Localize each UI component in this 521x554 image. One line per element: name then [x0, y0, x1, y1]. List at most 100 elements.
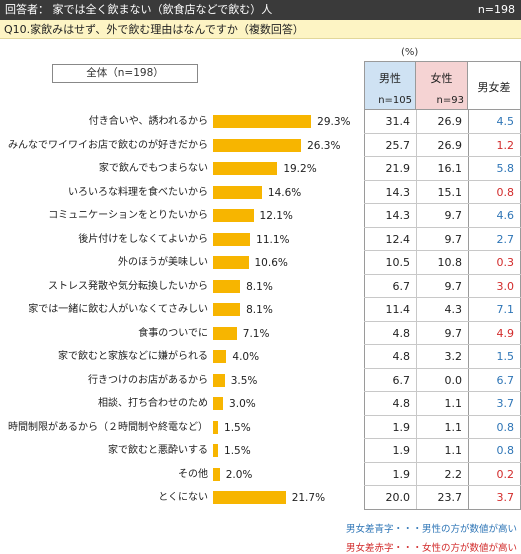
table-row: 4.8 3.2 1.5 [364, 345, 521, 369]
female-n: n=93 [436, 95, 464, 106]
male-label: 男性 [379, 72, 401, 85]
diff-value: 4.9 [468, 321, 521, 344]
female-value: 9.7 [416, 274, 468, 297]
category-label: コミュニケーションをとりたいから [48, 210, 208, 221]
male-value: 4.8 [364, 392, 416, 415]
female-value: 1.1 [416, 392, 468, 415]
female-value: 9.7 [416, 204, 468, 227]
value-label: 14.6% [267, 186, 302, 199]
value-label: 1.5% [224, 421, 251, 434]
bar [213, 138, 302, 152]
bar [213, 185, 262, 199]
bar [213, 373, 225, 387]
male-value: 21.9 [364, 157, 416, 180]
diff-label: 男女差 [477, 81, 511, 94]
male-value: 4.8 [364, 321, 416, 344]
bar [213, 279, 241, 293]
diff-header: 男女差 [468, 61, 521, 110]
value-label: 29.3% [317, 116, 351, 128]
table-row: 14.3 9.7 4.6 [364, 204, 521, 228]
diff-value: 4.6 [468, 204, 521, 227]
female-value: 15.1 [416, 180, 468, 203]
question-text: Q10.家飲みはせず、外で飲む理由はなんですか（複数回答） [0, 20, 521, 39]
male-value: 31.4 [364, 110, 416, 133]
diff-value: 6.7 [468, 368, 521, 391]
female-value: 16.1 [416, 157, 468, 180]
table-row: 31.4 26.9 4.5 [364, 110, 521, 134]
value-label: 19.2% [283, 163, 317, 175]
female-value: 4.3 [416, 298, 468, 321]
male-value: 12.4 [364, 227, 416, 250]
bar [213, 397, 224, 410]
table-row: 25.7 26.9 1.2 [364, 133, 521, 157]
value-label: 26.3% [307, 139, 341, 152]
female-value: 3.2 [416, 345, 468, 368]
value-label: 3.5% [230, 374, 258, 387]
category-label: みんなでワイワイお店で飲むのが好きだから [8, 139, 208, 151]
percent-unit: (%) [401, 47, 419, 58]
bar [213, 350, 227, 363]
legend-red-note: 男女差赤字・・・女性の方が数値が高い [345, 543, 517, 554]
value-label: 3.0% [229, 398, 256, 410]
female-value: 23.7 [416, 486, 468, 509]
value-label: 4.0% [232, 351, 260, 363]
male-value: 20.0 [364, 486, 416, 509]
category-label: 時間制限があるから（２時間制や終電など） [8, 421, 208, 433]
value-label: 8.1% [246, 280, 273, 293]
male-value: 1.9 [364, 462, 416, 485]
bar [213, 491, 286, 504]
bar [213, 326, 237, 340]
category-label: 家で飲んでもつまらない [98, 163, 208, 174]
diff-value: 2.7 [468, 227, 521, 250]
respondent-label: 回答者： 家では全く飲まない（飲食店などで飲む）人 [5, 3, 273, 16]
diff-value: 1.2 [468, 133, 521, 156]
table-row: 14.3 15.1 0.8 [364, 180, 521, 204]
header-bar: 回答者： 家では全く飲まない（飲食店などで飲む）人 n=198 [0, 0, 521, 20]
category-label: 後片付けをしなくてよいから [78, 233, 208, 245]
female-value: 26.9 [416, 133, 468, 156]
female-value: 1.1 [416, 415, 468, 438]
table-header: 男性 n=105 女性 n=93 男女差 [364, 61, 521, 110]
male-value: 14.3 [364, 204, 416, 227]
male-value: 11.4 [364, 298, 416, 321]
diff-value: 3.7 [468, 392, 521, 415]
diff-value: 3.7 [468, 486, 521, 509]
diff-value: 0.3 [468, 251, 521, 274]
category-label: いろいろな料理を食べたいから [68, 186, 208, 198]
table-row: 21.9 16.1 5.8 [364, 157, 521, 181]
total-sample-size: n=198 [477, 3, 515, 16]
bar [213, 232, 251, 246]
table-row: 10.5 10.8 0.3 [364, 251, 521, 275]
table-body: 31.4 26.9 4.5 25.7 26.9 1.2 21.9 16.1 5.8 14.3 15.… [364, 110, 521, 510]
bar [213, 420, 219, 434]
category-label: その他 [178, 468, 208, 480]
male-value: 6.7 [364, 274, 416, 297]
legend-blue-note: 男女差青字・・・男性の方が数値が高い [345, 524, 517, 535]
male-value: 4.8 [364, 345, 416, 368]
table-row: 12.4 9.7 2.7 [364, 227, 521, 251]
diff-value: 0.8 [468, 180, 521, 203]
table-row: 4.8 1.1 3.7 [364, 392, 521, 416]
table-row: 6.7 0.0 6.7 [364, 368, 521, 392]
value-label: 12.1% [259, 210, 293, 222]
table-row: 6.7 9.7 3.0 [364, 274, 521, 298]
female-value: 2.2 [416, 462, 468, 485]
table-row: 11.4 4.3 7.1 [364, 298, 521, 322]
bar [213, 444, 219, 457]
category-label: 相談、打ち合わせのため [98, 398, 208, 409]
diff-value: 3.0 [468, 274, 521, 297]
table-row: 20.0 23.7 3.7 [364, 486, 521, 510]
category-label: 家で飲むと悪酔いする [108, 445, 208, 456]
diff-value: 7.1 [468, 298, 521, 321]
female-value: 9.7 [416, 227, 468, 250]
bar [213, 256, 249, 269]
value-label: 2.0% [225, 468, 253, 481]
bar [213, 162, 278, 175]
bar [213, 115, 312, 128]
bar [213, 467, 220, 481]
female-value: 0.0 [416, 368, 468, 391]
table-row: 1.9 2.2 0.2 [364, 462, 521, 486]
value-label: 8.1% [246, 304, 273, 316]
value-label: 1.5% [224, 445, 251, 457]
category-label: とくにない [158, 492, 208, 503]
